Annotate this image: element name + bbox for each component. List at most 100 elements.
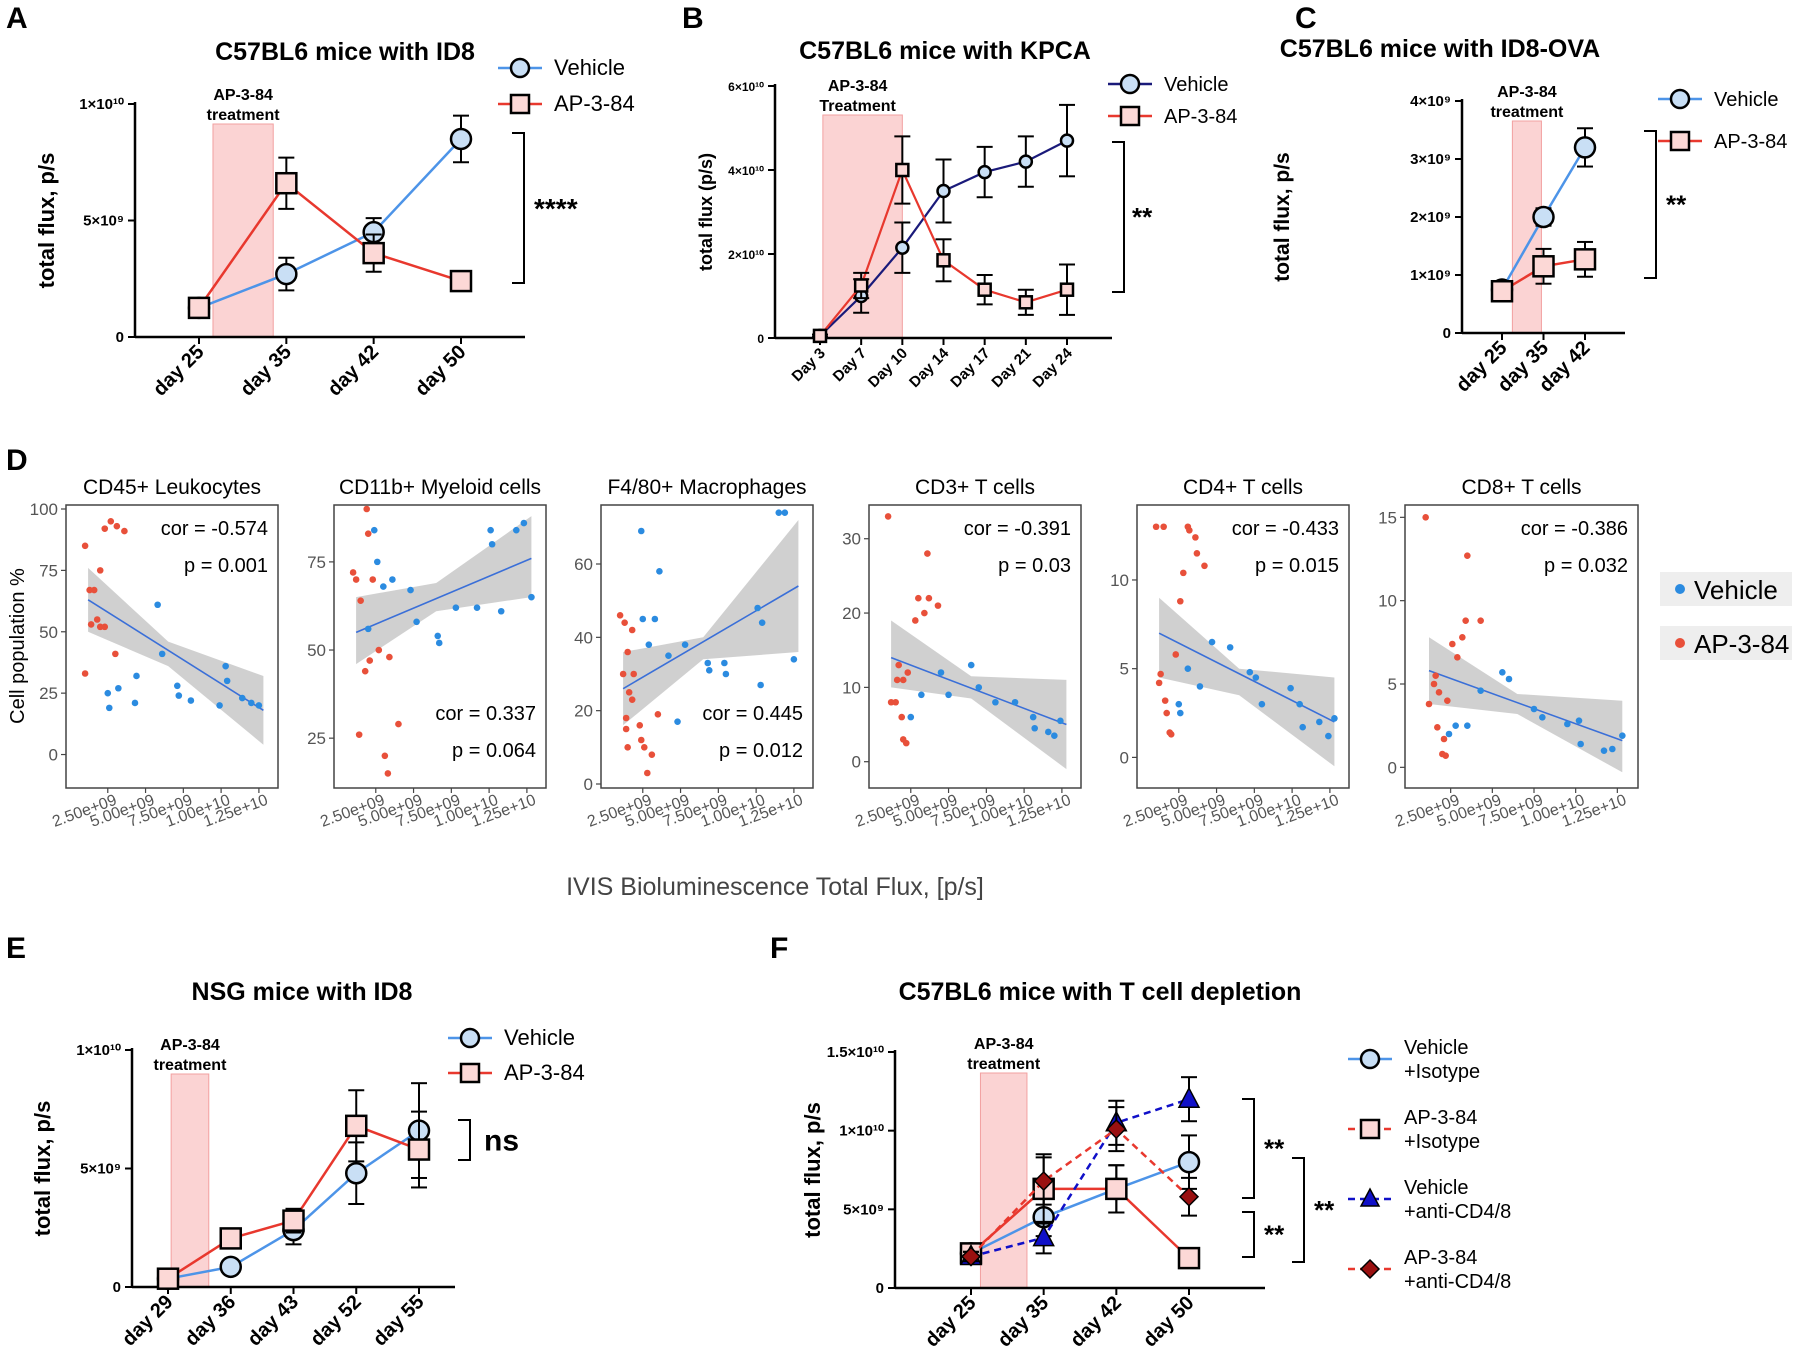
data-point [1532, 255, 1555, 278]
ap-point [96, 623, 104, 631]
legend-marker [459, 1062, 481, 1084]
y-axis-label: total flux, p/s [34, 153, 59, 289]
vehicle-point [513, 526, 520, 534]
vehicle-point [364, 625, 372, 633]
significance-label: ** [1666, 190, 1687, 220]
significance-label: ** [1314, 1195, 1335, 1225]
ap-point [384, 770, 392, 777]
ap-point [925, 594, 933, 602]
data-point [1177, 1150, 1201, 1174]
data-point [1018, 295, 1034, 310]
vehicle-point [1011, 698, 1019, 706]
data-point [275, 171, 298, 195]
panel-e: E NSG mice with ID8 AP-3-84 treatment 0 5×10⁹… [6, 932, 585, 1351]
series-line [970, 1160, 1190, 1255]
vehicle-point [1316, 718, 1323, 726]
ap-point [624, 648, 631, 656]
vehicle-point [918, 691, 925, 699]
ap-point [1186, 526, 1193, 534]
correlation-text: cor = -0.433 [1232, 518, 1339, 540]
data-point [1532, 205, 1555, 229]
legend-marker [1359, 1118, 1381, 1140]
vehicle-point [487, 526, 494, 534]
treatment-label: AP-3-84 [1497, 84, 1557, 101]
regression-line [890, 656, 1067, 726]
ap-point [349, 569, 357, 576]
y-tick-label: 5 [1120, 660, 1129, 679]
regression-line [87, 599, 264, 712]
ap-point [1160, 523, 1167, 531]
ap-point [1434, 724, 1441, 731]
ap-point [622, 714, 630, 722]
vehicle-point [380, 583, 387, 590]
ap-point [904, 669, 912, 676]
ap-point [912, 617, 919, 624]
scatter-panel: CD8+ T cells0510152.50e+095.00e+097.50e+… [1378, 476, 1639, 831]
x-tick-label: day 29 [118, 1291, 178, 1351]
ap-point [1180, 569, 1187, 577]
vehicle-point [373, 558, 381, 566]
data-point [282, 1209, 305, 1232]
data-point [219, 1227, 242, 1250]
vehicle-point [1499, 669, 1506, 676]
ap-point [899, 676, 907, 684]
ap-point [1163, 709, 1170, 717]
ap-point [630, 670, 638, 678]
vehicle-point [1226, 644, 1234, 651]
legend-label: AP-3-84 [504, 1060, 585, 1085]
vehicle-point [945, 691, 952, 699]
vehicle-point [651, 615, 659, 623]
legend-label: Vehicle [554, 55, 625, 80]
chart-title: C57BL6 mice with T cell depletion [899, 978, 1302, 1006]
data-point [1059, 133, 1075, 148]
legend-ap-dot [1675, 638, 1685, 648]
vehicle-point [473, 604, 481, 612]
vehicle-point [216, 702, 223, 709]
y-axis-label: total flux, p/s [1271, 152, 1294, 282]
vehicle-point [790, 656, 798, 663]
legend-label: AP-3-84 [1404, 1247, 1477, 1269]
y-tick-label: 3×10⁹ [1410, 151, 1451, 168]
correlation-text: cor = -0.386 [1521, 518, 1628, 540]
significance-bracket [1644, 130, 1657, 279]
data-point [895, 162, 910, 178]
significance-bracket [1112, 141, 1125, 293]
panel-letter: E [6, 932, 26, 965]
vehicle-point [1057, 717, 1064, 725]
vehicle-point [104, 689, 112, 697]
y-tick-label: 5×10⁹ [843, 1201, 884, 1218]
series-line [198, 138, 462, 310]
vehicle-point [222, 662, 229, 670]
ap-point [107, 517, 115, 525]
vehicle-point [1196, 683, 1204, 690]
ap-point [1462, 617, 1469, 624]
y-tick-label: 4×10¹⁰ [728, 164, 764, 178]
vehicle-point [639, 615, 647, 623]
scatter-title: CD11b+ Myeloid cells [339, 476, 541, 499]
p-value-text: p = 0.032 [1544, 555, 1628, 577]
ap-point [357, 597, 364, 604]
scatter-title: CD45+ Leukocytes [83, 476, 261, 499]
y-tick-label: 20 [842, 604, 861, 623]
ap-point [616, 612, 624, 619]
scatter-panel: CD4+ T cells05102.50e+095.00e+097.50e+09… [1110, 476, 1350, 831]
scatter-panel: CD45+ Leukocytes02550751002.50e+095.00e+… [30, 476, 279, 831]
legend-label: AP-3-84 [1694, 629, 1789, 659]
data-point [1106, 1119, 1127, 1140]
y-tick-label: 10 [1110, 571, 1129, 590]
ap-point [893, 676, 901, 684]
treatment-shade [822, 114, 903, 339]
y-tick-label: 0 [1443, 325, 1451, 342]
vehicle-point [1575, 717, 1583, 724]
ap-point [369, 576, 377, 583]
vehicle-point [1325, 732, 1332, 740]
vehicle-point [1299, 723, 1306, 731]
x-tick-label: day 50 [1139, 1292, 1199, 1352]
ap-point [1422, 514, 1429, 521]
scatter-title: F4/80+ Macrophages [607, 476, 806, 499]
legend-label: Vehicle [1404, 1177, 1469, 1199]
y-tick-label: 40 [574, 628, 593, 647]
y-tick-label: 5×10⁹ [83, 213, 124, 230]
ap-point [1157, 670, 1164, 678]
